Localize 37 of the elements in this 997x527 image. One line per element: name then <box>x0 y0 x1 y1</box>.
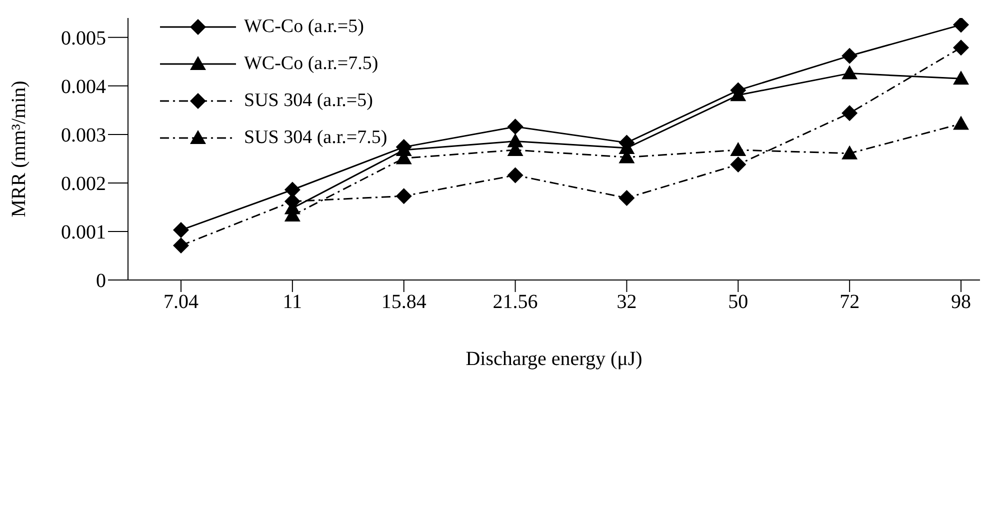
point <box>842 145 858 160</box>
y-tick-label: 0.003 <box>61 124 106 147</box>
point <box>396 188 412 204</box>
point <box>173 222 189 238</box>
y-tick-label: 0.004 <box>61 76 106 98</box>
point <box>618 190 635 206</box>
x-tick-label: 15.84 <box>381 291 426 314</box>
legend-label: SUS 304 (a.r.=5) <box>244 90 373 112</box>
point <box>507 167 524 184</box>
y-tick-label: 0.005 <box>61 28 106 50</box>
point <box>953 116 969 130</box>
point <box>284 182 300 198</box>
y-tick-label: 0.001 <box>61 222 106 244</box>
point <box>842 65 858 80</box>
x-tick-label: 98 <box>951 291 971 314</box>
x-tick-label: 32 <box>616 291 637 314</box>
point <box>953 70 969 85</box>
x-tick-label: 7.04 <box>164 291 198 314</box>
x-tick-label: 21.56 <box>492 291 538 314</box>
legend-label: WC-Co (a.r.=5) <box>244 16 364 38</box>
x-tick-label: 11 <box>282 291 302 314</box>
y-tick-label: 0.002 <box>61 173 106 196</box>
point <box>507 118 524 135</box>
point <box>842 48 858 64</box>
x-tick-label: 72 <box>840 291 860 314</box>
point <box>173 238 189 254</box>
point <box>953 40 969 56</box>
y-tick-label: 0 <box>96 270 106 292</box>
point <box>842 105 858 122</box>
y-axis-title: MRR (mm³/min) <box>8 80 30 218</box>
point <box>730 142 746 156</box>
point <box>953 18 969 33</box>
x-axis-title: Discharge energy (μJ) <box>466 348 642 370</box>
point <box>730 156 746 173</box>
legend-label: SUS 304 (a.r.=7.5) <box>244 126 388 148</box>
x-tick-label: 50 <box>728 291 748 314</box>
legend-label: WC-Co (a.r.=7.5) <box>244 52 378 74</box>
